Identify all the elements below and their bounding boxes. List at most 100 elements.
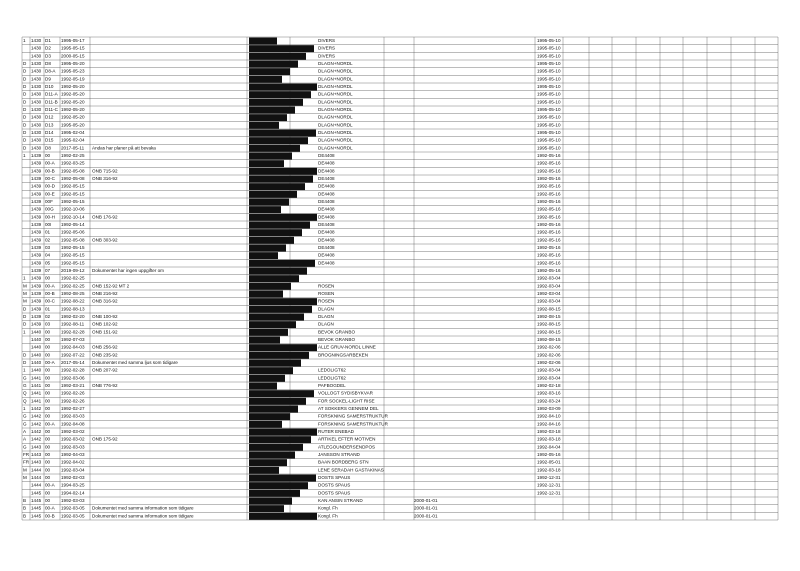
table-cell: 01 [45,230,51,235]
table-cell: D [23,130,27,135]
table-cell: 00 [45,467,51,472]
table-cell: 00-E [45,191,55,196]
table-cell: 1439 [31,214,42,219]
table-cell: ONB 303-92 [92,237,118,242]
table-cell: 1992-02-06 [537,345,561,350]
table-cell: 1992-03-21 [61,383,85,388]
table-cell: Kongl. Fh [318,506,338,511]
table-cell: 00 [45,398,51,403]
table-cell: ONB 151-92 [92,329,118,334]
table-cell: 00 [45,437,51,442]
table-cell: BEVOK GRANBO [318,329,355,334]
redaction [249,428,317,436]
table-cell: 1430 [31,107,42,112]
table-cell: DLAGN+NORDL [318,76,353,81]
table-cell: 1992-04-03 [61,345,85,350]
table-cell: DIVERS [318,38,335,43]
table-cell: 1430 [31,61,42,66]
table-cell: 1995-05-10 [537,122,561,127]
redaction [249,213,317,221]
redaction [249,137,308,145]
table-cell: 1439 [31,299,42,304]
table-cell: 1442 [31,421,42,426]
table-cell: 1439 [31,222,42,227]
table-cell: 1439 [31,260,42,265]
table-cell: 1441 [31,391,42,396]
redaction [249,252,278,260]
table-cell: 1443 [31,444,42,449]
table-cell: 1 [23,329,26,334]
table-cell: 1992-04-02 [61,460,85,465]
table-cell: 1992-04-08 [61,421,85,426]
redaction [249,152,292,160]
table-cell: 00F [45,199,53,204]
table-cell: 1992-03-05 [61,513,85,518]
table-cell: 1992-08-15 [537,337,561,342]
table-cell: DOSTS SPAUS [318,483,350,488]
table-cell: A [23,437,27,442]
table-cell: G [23,421,27,426]
table-cell: B [23,498,26,503]
table-cell: 00 [45,490,51,495]
table-cell: 1992-05-16 [537,230,561,235]
table-cell: D15 [45,138,54,143]
table-cell: 1995-05-20 [61,122,85,127]
table-cell: 1992-02-06 [537,360,561,365]
redaction [249,290,283,298]
table-cell: 1992-05-16 [537,245,561,250]
table-cell: 1992-03-25 [61,161,85,166]
table-cell: DE4408 [318,207,335,212]
table-cell: 1992-02-20 [61,314,85,319]
redaction [249,37,277,45]
table-cell: 00 [45,406,51,411]
table-cell: LEDOLIGT62 [318,368,346,373]
table-cell: 1992-05-20 [61,92,85,97]
table-cell: 1992-03-02 [61,429,85,434]
table-cell: G [23,375,27,380]
table-cell: 1995-05-10 [537,53,561,58]
table-cell: 01 [45,306,51,311]
redaction [249,236,294,244]
table-cell: 1439 [31,199,42,204]
table-cell: 1995-05-10 [537,107,561,112]
table-cell: D [23,122,27,127]
table-cell: 1430 [31,138,42,143]
table-cell: 1992-02-25 [61,153,85,158]
table-cell: 1992-03-03 [61,444,85,449]
table-cell: 1992-05-16 [537,153,561,158]
table-cell: 1992-12-31 [537,483,561,488]
table-cell: DE4408 [318,253,335,258]
table-cell: 1992-02-26 [61,398,85,403]
table-cell: 1430 [31,46,42,51]
table-cell: D8 [45,145,51,150]
table-cell: 1992-03-02 [61,437,85,442]
table-cell: 1992-05-16 [537,176,561,181]
table-cell: Dokumentet med samma information som tid… [92,506,194,511]
table-cell: D [23,69,27,74]
table-cell: D [23,314,27,319]
table-cell: 1992-05-20 [61,115,85,120]
table-cell: FR [23,460,30,465]
table-cell: M [23,299,27,304]
table-cell: ROSEN [318,291,334,296]
table-cell: 1995-05-10 [537,92,561,97]
table-cell: Q [23,391,27,396]
table-cell: 2000-01-01 [414,506,438,511]
table-cell: DLAGN+NORDL [318,130,353,135]
table-cell: 1994-02-14 [61,490,85,495]
redaction [249,436,311,444]
table-cell: D [23,138,27,143]
table-cell: D [23,352,27,357]
redaction [249,459,287,467]
table-cell: D1 [45,38,51,43]
table-cell: ONB 102-92 [92,322,118,327]
table-cell: 00-C [45,299,56,304]
table-cell: 1992-02-03 [61,475,85,480]
table-cell: 1439 [31,191,42,196]
table-cell: ONB 235-92 [92,352,118,357]
table-cell: FORSKNING SAMERSTRUKTUR [318,414,389,419]
redaction [249,221,310,229]
table-cell: Dokumentet har ingen uppgifter om [92,268,164,273]
table-cell: 1995-05-10 [537,145,561,150]
